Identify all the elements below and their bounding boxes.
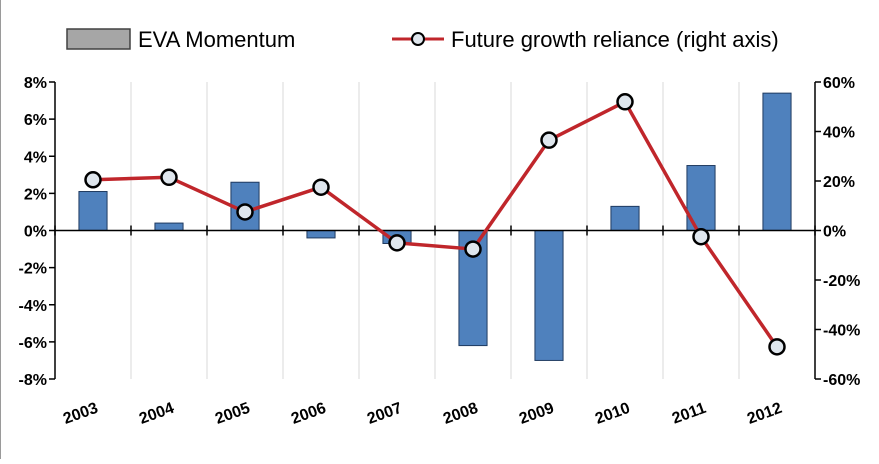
y-left-tick-label: -8% xyxy=(19,372,47,389)
bar-2006 xyxy=(306,230,336,239)
y-left-tick-label: 2% xyxy=(24,186,47,203)
line-point-2004 xyxy=(160,168,178,187)
y-left-tick-label: 4% xyxy=(24,149,47,166)
line-point-2012 xyxy=(768,338,786,356)
line-point-2007 xyxy=(388,234,406,252)
line-layer xyxy=(84,93,786,356)
line-point-2009 xyxy=(540,131,558,149)
line-point-2008 xyxy=(464,240,482,258)
y-right-tick-label: -60% xyxy=(823,372,860,389)
line-point-2010 xyxy=(616,93,634,111)
bar-2010 xyxy=(610,205,640,231)
y-right-tick-label: -40% xyxy=(823,323,860,340)
y-right-tick-label: -20% xyxy=(823,273,860,290)
legend-label-bar: EVA Momentum xyxy=(138,27,295,52)
y-left-tick-label: 8% xyxy=(24,75,47,92)
line-future-growth-reliance xyxy=(92,100,779,348)
y-left-tick-label: 0% xyxy=(24,224,47,241)
bar-2012 xyxy=(762,92,792,231)
line-point-2011 xyxy=(692,227,710,246)
y-left-tick-label: -4% xyxy=(19,298,47,315)
y-right-tick-label: 20% xyxy=(823,174,855,191)
legend-label-line: Future growth reliance (right axis) xyxy=(451,27,779,52)
y-right-tick-label: 60% xyxy=(823,75,855,92)
y-left-tick-label: 6% xyxy=(24,112,47,129)
bar-2003 xyxy=(78,191,108,232)
legend-swatch-marker xyxy=(411,32,425,46)
bar-2004 xyxy=(154,222,184,231)
legend-swatch-bar xyxy=(66,28,131,50)
bar-2009 xyxy=(534,230,564,361)
y-left-tick-label: -6% xyxy=(19,335,47,352)
line-point-2006 xyxy=(312,178,330,196)
y-right-tick-label: 0% xyxy=(823,224,846,241)
line-point-2003 xyxy=(84,171,102,189)
y-left-tick-label: -2% xyxy=(19,261,47,278)
axes-layer xyxy=(49,81,821,380)
y-right-tick-label: 40% xyxy=(823,125,855,142)
line-point-2005 xyxy=(236,203,254,221)
legend: EVA Momentum Future growth reliance (rig… xyxy=(66,27,779,52)
